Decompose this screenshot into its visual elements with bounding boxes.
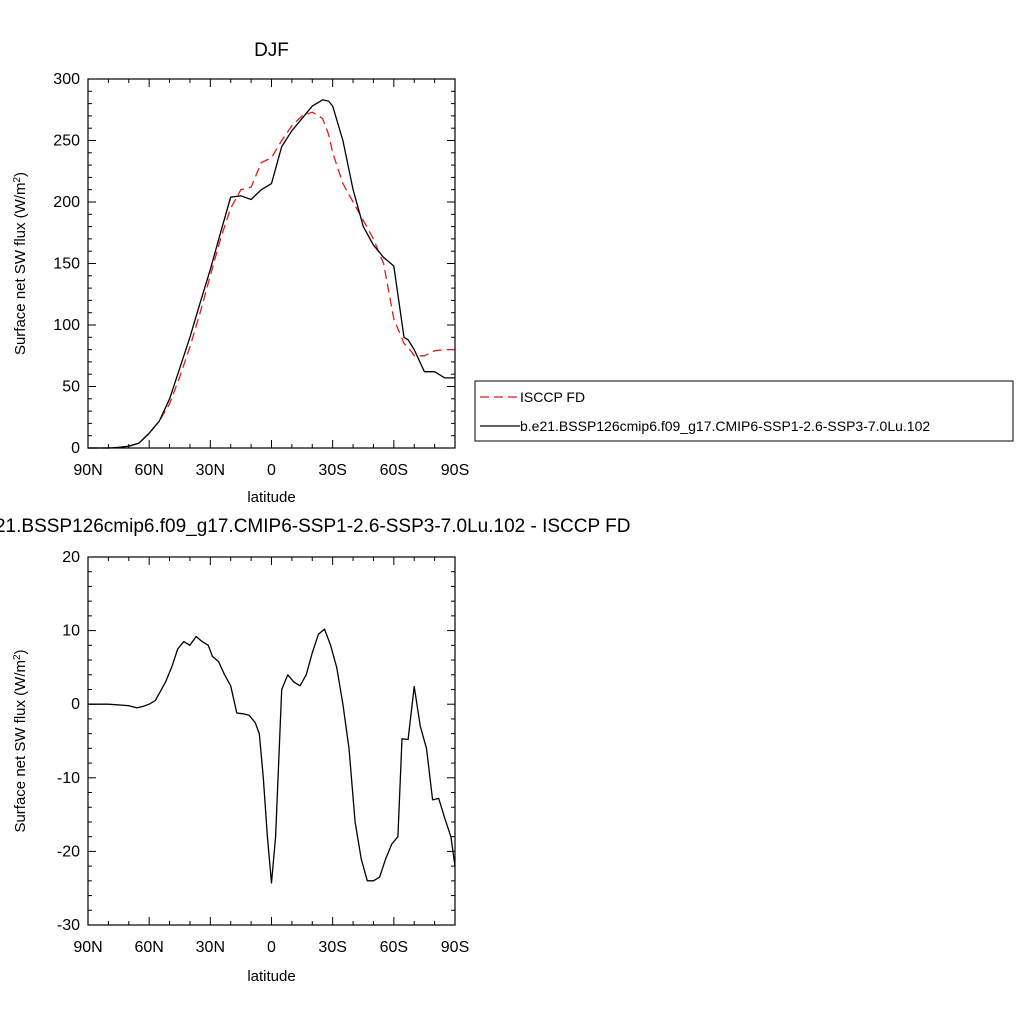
y-tick-label: 10 (62, 623, 80, 640)
y-axis-label: Surface net SW flux (W/m2) (12, 172, 30, 355)
y-tick-label: 150 (53, 256, 80, 273)
legend: ISCCP FD b.e21.BSSP126cmip6.f09_g17.CMIP6… (474, 380, 1014, 442)
x-tick-label: 60N (134, 462, 163, 479)
series-line-1 (88, 111, 455, 449)
x-tick-label: 90N (73, 939, 102, 956)
panel-2: b.e21.BSSP126cmip6.f09_g17.CMIP6-SSP1-2.… (0, 516, 630, 985)
legend-box (474, 380, 1014, 442)
series-line-1 (88, 628, 456, 884)
panel-1: DJF 0 50 100 150 200 250 300 90N 60N 30N 0 30S 60S 90S… (12, 40, 1014, 506)
y-tick-label: 20 (62, 549, 80, 566)
y-tick-label: -10 (57, 770, 80, 787)
y-tick-label: 300 (53, 71, 80, 88)
x-tick-label: 0 (267, 939, 276, 956)
y-tick-label: -20 (57, 843, 80, 860)
x-tick-label: 30N (196, 939, 225, 956)
x-tick-label: 30S (318, 939, 346, 956)
chart-title: DJF (254, 40, 289, 61)
x-tick-label: 60S (380, 939, 408, 956)
x-tick-label: 90N (73, 462, 102, 479)
legend-label: ISCCP FD (520, 389, 585, 405)
x-tick-label: 0 (267, 462, 276, 479)
y-tick-label: 0 (71, 440, 80, 457)
x-tick-label: 30S (318, 462, 346, 479)
y-tick-label: 50 (62, 379, 80, 396)
plot-frame (87, 78, 456, 449)
y-axis-label: Surface net SW flux (W/m2) (12, 649, 30, 832)
x-tick-label: 30N (196, 462, 225, 479)
y-tick-label: 250 (53, 133, 80, 150)
x-axis-label: latitude (247, 489, 295, 506)
y-tick-label: 0 (71, 696, 80, 713)
chart-title: b.e21.BSSP126cmip6.f09_g17.CMIP6-SSP1-2.… (0, 516, 630, 537)
x-tick-label: 90S (441, 939, 469, 956)
x-tick-label: 90S (441, 462, 469, 479)
plot-frame (87, 556, 456, 926)
series-line-2 (88, 99, 455, 449)
x-tick-label: 60N (134, 939, 163, 956)
y-tick-label: -30 (57, 917, 80, 934)
y-tick-label: 200 (53, 194, 80, 211)
x-tick-label: 60S (380, 462, 408, 479)
legend-label: b.e21.BSSP126cmip6.f09_g17.CMIP6-SSP1-2.… (520, 418, 930, 434)
y-tick-label: 100 (53, 317, 80, 334)
x-axis-label: latitude (247, 968, 295, 985)
